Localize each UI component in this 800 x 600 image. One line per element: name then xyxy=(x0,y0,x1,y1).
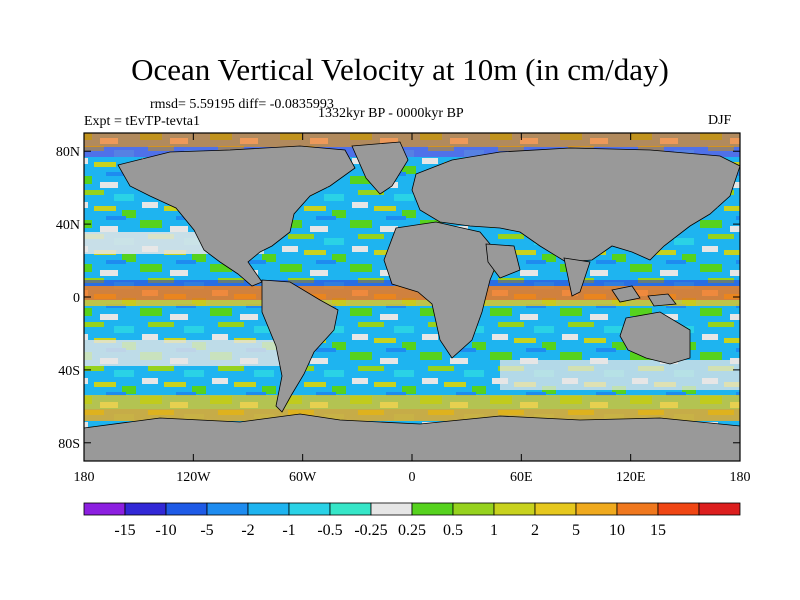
lon-label: 180 xyxy=(74,470,95,485)
colorbar-swatch xyxy=(698,502,741,516)
colorbar-swatch xyxy=(575,502,618,516)
lat-label: 40N xyxy=(56,218,80,233)
map-title: Ocean Vertical Velocity at 10m (in cm/da… xyxy=(131,52,669,87)
colorbar-label: 5 xyxy=(572,522,580,539)
north-america xyxy=(117,145,356,287)
colorbar-swatch xyxy=(247,502,290,516)
colorbar-swatch xyxy=(206,502,249,516)
colorbar-swatch xyxy=(288,502,331,516)
lat-label: 0 xyxy=(73,291,80,306)
australia xyxy=(619,311,691,365)
colorbar-label: -5 xyxy=(200,522,213,539)
colorbar-label: -10 xyxy=(155,522,176,539)
colorbar: -15 -10 -5 -2 -1 -0.5 -0.25 0.25 0.5 1 2 5 10 15 xyxy=(83,502,741,539)
lon-label: 0 xyxy=(409,470,416,485)
colorbar-label: -0.25 xyxy=(354,522,387,539)
land-masses xyxy=(84,141,740,461)
colorbar-swatch xyxy=(411,502,454,516)
lat-label: 80S xyxy=(58,437,80,452)
colorbar-swatch xyxy=(329,502,372,516)
colorbar-swatch xyxy=(165,502,208,516)
arabia xyxy=(485,243,521,279)
experiment-label: Expt = tEvTP-tevta1 xyxy=(84,114,200,129)
colorbar-label: 1 xyxy=(490,522,498,539)
season-label: DJF xyxy=(708,113,732,128)
greenland xyxy=(351,141,409,195)
lon-label: 60E xyxy=(510,470,533,485)
eurasia xyxy=(411,147,740,263)
colorbar-label: 2 xyxy=(531,522,539,539)
south-america xyxy=(261,279,339,413)
lat-label: 40S xyxy=(58,364,80,379)
lon-label: 60W xyxy=(289,470,317,485)
colorbar-swatch xyxy=(124,502,167,516)
colorbar-label: -2 xyxy=(241,522,254,539)
colorbar-swatch xyxy=(534,502,577,516)
colorbar-swatch xyxy=(657,502,700,516)
colorbar-swatch xyxy=(83,502,126,516)
india xyxy=(563,257,591,297)
lon-label: 120W xyxy=(176,470,211,485)
colorbar-swatch xyxy=(452,502,495,516)
latitude-axis: 80N 40N 0 40S 80S xyxy=(56,145,740,452)
stats-label: rmsd= 5.59195 diff= -0.0835993 xyxy=(150,97,334,112)
colorbar-swatch xyxy=(493,502,536,516)
colorbar-label: -0.5 xyxy=(317,522,342,539)
lon-label: 120E xyxy=(616,470,646,485)
colorbar-label: 0.25 xyxy=(398,522,426,539)
colorbar-swatch xyxy=(616,502,659,516)
lat-label: 80N xyxy=(56,145,80,160)
colorbar-label: 10 xyxy=(609,522,625,539)
antarctica xyxy=(84,413,740,461)
longitude-axis: 180 120W 60W 0 60E 120E 180 xyxy=(74,133,751,485)
lon-label: 180 xyxy=(730,470,751,485)
indonesia xyxy=(611,285,677,307)
period-label: 1332kyr BP - 0000kyr BP xyxy=(318,106,464,121)
colorbar-label: -15 xyxy=(114,522,135,539)
colorbar-label: 0.5 xyxy=(443,522,463,539)
colorbar-label: -1 xyxy=(282,522,295,539)
colorbar-swatch xyxy=(370,502,413,516)
africa xyxy=(383,221,501,359)
colorbar-label: 15 xyxy=(650,522,666,539)
